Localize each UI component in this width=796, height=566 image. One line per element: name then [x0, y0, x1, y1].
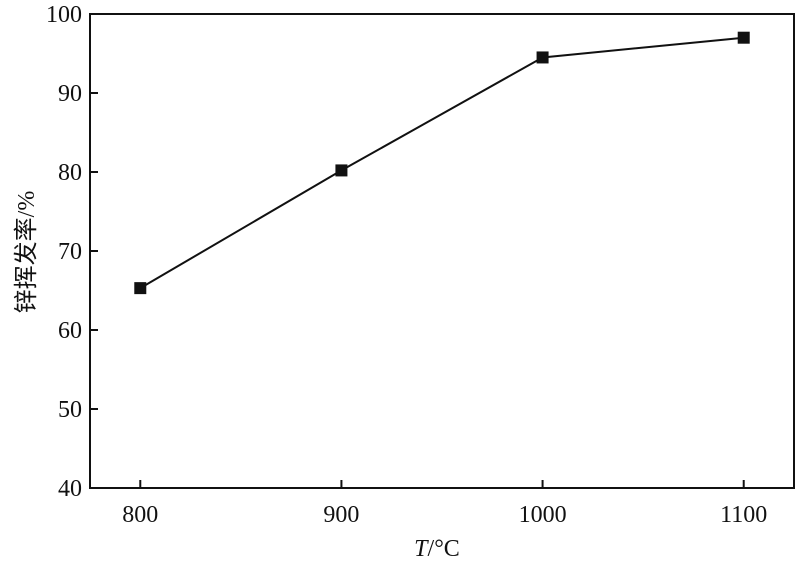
x-tick-label: 1100	[720, 502, 767, 528]
data-point	[536, 51, 549, 64]
y-tick-label: 60	[58, 318, 82, 344]
data-point	[134, 282, 147, 295]
plot-frame	[89, 13, 795, 489]
y-tick-label: 70	[58, 239, 82, 265]
y-tick-label: 40	[58, 476, 82, 502]
data-point	[737, 31, 750, 44]
x-axis-label-symbol: T	[414, 536, 429, 562]
series-line	[139, 36, 744, 289]
y-tick-label: 90	[58, 81, 82, 107]
y-tick-label: 100	[46, 2, 82, 28]
data-point	[335, 164, 348, 177]
y-tick-label: 50	[58, 397, 82, 423]
y-tick-label: 80	[58, 160, 82, 186]
x-axis-label: T/°C	[414, 536, 460, 562]
x-axis-label-unit: /°C	[428, 536, 460, 562]
axes	[89, 13, 795, 489]
ticks: 40 50 60 70 80 90 100 800 900 1000 1100	[46, 2, 767, 528]
x-tick-label: 800	[122, 502, 158, 528]
x-tick-label: 1000	[519, 502, 567, 528]
y-axis-label: 锌挥发率/%	[13, 191, 40, 314]
x-tick-label: 900	[323, 502, 359, 528]
series	[134, 31, 750, 295]
